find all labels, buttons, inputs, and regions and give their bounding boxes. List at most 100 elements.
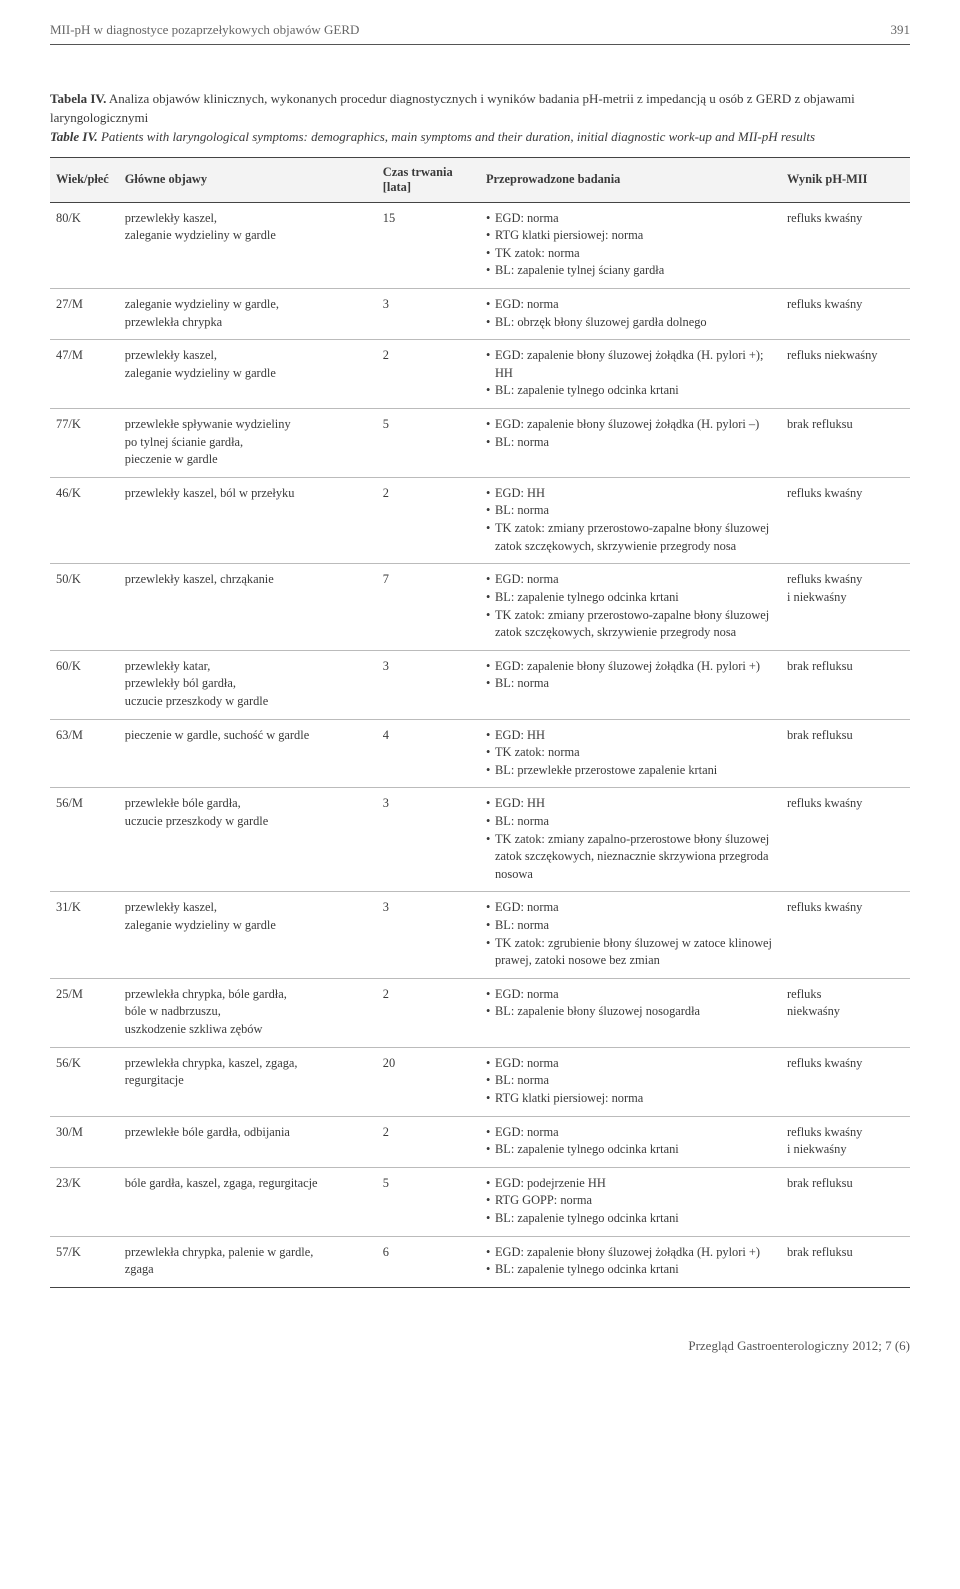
cell-exams: EGD: normaBL: normaTK zatok: zgrubienie … bbox=[480, 892, 781, 978]
exam-item: TK zatok: zmiany zapalno-przerostowe bło… bbox=[486, 831, 775, 884]
cell-duration: 3 bbox=[377, 892, 480, 978]
cell-exams: EGD: normaBL: normaRTG klatki piersiowej… bbox=[480, 1047, 781, 1116]
exam-item: TK zatok: norma bbox=[486, 744, 775, 762]
exam-item: BL: norma bbox=[486, 434, 775, 452]
cell-duration: 7 bbox=[377, 564, 480, 650]
cell-duration: 2 bbox=[377, 477, 480, 563]
cell-result: refluks kwaśny bbox=[781, 1047, 910, 1116]
exam-item: BL: zapalenie tylnego odcinka krtani bbox=[486, 1261, 775, 1279]
patients-table: Wiek/płeć Główne objawy Czas trwania [la… bbox=[50, 157, 910, 1288]
cell-age: 25/M bbox=[50, 978, 119, 1047]
caption-pl-label: Tabela IV. bbox=[50, 91, 106, 106]
cell-result: brak refluksu bbox=[781, 719, 910, 788]
exam-item: BL: zapalenie tylnej ściany gardła bbox=[486, 262, 775, 280]
cell-age: 31/K bbox=[50, 892, 119, 978]
caption-en-label: Table IV. bbox=[50, 129, 98, 144]
cell-exams: EGD: normaBL: obrzęk błony śluzowej gard… bbox=[480, 288, 781, 339]
cell-age: 57/K bbox=[50, 1236, 119, 1287]
exam-item: EGD: norma bbox=[486, 1055, 775, 1073]
header-rule bbox=[50, 44, 910, 45]
table-row: 56/Mprzewlekłe bóle gardła, uczucie prze… bbox=[50, 788, 910, 892]
exam-item: RTG klatki piersiowej: norma bbox=[486, 1090, 775, 1108]
cell-symptoms: przewlekła chrypka, kaszel, zgaga, regur… bbox=[119, 1047, 377, 1116]
cell-duration: 20 bbox=[377, 1047, 480, 1116]
exam-item: EGD: HH bbox=[486, 485, 775, 503]
exam-item: BL: zapalenie tylnego odcinka krtani bbox=[486, 589, 775, 607]
running-header-left: MII-pH w diagnostyce pozaprzełykowych ob… bbox=[50, 22, 359, 38]
cell-result: brak refluksu bbox=[781, 409, 910, 478]
exam-item: BL: przewlekłe przerostowe zapalenie krt… bbox=[486, 762, 775, 780]
table-row: 23/Kbóle gardła, kaszel, zgaga, regurgit… bbox=[50, 1167, 910, 1236]
exam-item: EGD: norma bbox=[486, 1124, 775, 1142]
cell-result: refluks niekwaśny bbox=[781, 340, 910, 409]
exam-item: EGD: norma bbox=[486, 210, 775, 228]
exam-item: BL: zapalenie tylnego odcinka krtani bbox=[486, 382, 775, 400]
exam-list: EGD: HHBL: normaTK zatok: zmiany zapalno… bbox=[486, 795, 775, 883]
table-header-row: Wiek/płeć Główne objawy Czas trwania [la… bbox=[50, 157, 910, 202]
cell-result: refluks kwaśny bbox=[781, 892, 910, 978]
exam-item: TK zatok: norma bbox=[486, 245, 775, 263]
exam-list: EGD: HHTK zatok: normaBL: przewlekłe prz… bbox=[486, 727, 775, 780]
table-row: 57/Kprzewlekła chrypka, palenie w gardle… bbox=[50, 1236, 910, 1287]
exam-item: EGD: norma bbox=[486, 986, 775, 1004]
cell-symptoms: bóle gardła, kaszel, zgaga, regurgitacje bbox=[119, 1167, 377, 1236]
cell-symptoms: przewlekła chrypka, palenie w gardle, zg… bbox=[119, 1236, 377, 1287]
cell-exams: EGD: HHBL: normaTK zatok: zmiany przeros… bbox=[480, 477, 781, 563]
exam-item: EGD: norma bbox=[486, 296, 775, 314]
cell-age: 50/K bbox=[50, 564, 119, 650]
table-row: 30/Mprzewlekłe bóle gardła, odbijania2EG… bbox=[50, 1116, 910, 1167]
cell-duration: 5 bbox=[377, 1167, 480, 1236]
table-row: 50/Kprzewlekły kaszel, chrząkanie7EGD: n… bbox=[50, 564, 910, 650]
cell-result: brak refluksu bbox=[781, 650, 910, 719]
exam-item: EGD: zapalenie błony śluzowej żołądka (H… bbox=[486, 416, 775, 434]
exam-list: EGD: normaBL: zapalenie tylnego odcinka … bbox=[486, 571, 775, 641]
cell-result: refluks niekwaśny bbox=[781, 978, 910, 1047]
table-row: 47/Mprzewlekły kaszel, zaleganie wydziel… bbox=[50, 340, 910, 409]
table-row: 27/Mzaleganie wydzieliny w gardle, przew… bbox=[50, 288, 910, 339]
exam-item: EGD: norma bbox=[486, 571, 775, 589]
cell-exams: EGD: zapalenie błony śluzowej żołądka (H… bbox=[480, 409, 781, 478]
cell-symptoms: przewlekły kaszel, chrząkanie bbox=[119, 564, 377, 650]
cell-result: refluks kwaśny bbox=[781, 477, 910, 563]
exam-list: EGD: HHBL: normaTK zatok: zmiany przeros… bbox=[486, 485, 775, 555]
exam-list: EGD: normaBL: zapalenie błony śluzowej n… bbox=[486, 986, 775, 1021]
cell-result: refluks kwaśny bbox=[781, 788, 910, 892]
cell-duration: 3 bbox=[377, 650, 480, 719]
cell-result: refluks kwaśny i niekwaśny bbox=[781, 564, 910, 650]
cell-exams: EGD: normaRTG klatki piersiowej: normaTK… bbox=[480, 202, 781, 288]
exam-item: EGD: HH bbox=[486, 727, 775, 745]
exam-item: BL: zapalenie tylnego odcinka krtani bbox=[486, 1141, 775, 1159]
cell-age: 60/K bbox=[50, 650, 119, 719]
cell-symptoms: przewlekła chrypka, bóle gardła, bóle w … bbox=[119, 978, 377, 1047]
cell-age: 47/M bbox=[50, 340, 119, 409]
cell-duration: 3 bbox=[377, 788, 480, 892]
cell-symptoms: przewlekłe bóle gardła, uczucie przeszko… bbox=[119, 788, 377, 892]
cell-age: 30/M bbox=[50, 1116, 119, 1167]
exam-item: BL: zapalenie tylnego odcinka krtani bbox=[486, 1210, 775, 1228]
cell-duration: 4 bbox=[377, 719, 480, 788]
exam-item: BL: norma bbox=[486, 813, 775, 831]
cell-symptoms: przewlekły kaszel, zaleganie wydzieliny … bbox=[119, 202, 377, 288]
caption-pl-text: Analiza objawów klinicznych, wykonanych … bbox=[50, 91, 855, 125]
caption-en-text: Patients with laryngological symptoms: d… bbox=[98, 129, 815, 144]
col-header-result: Wynik pH-MII bbox=[781, 157, 910, 202]
exam-item: BL: norma bbox=[486, 675, 775, 693]
table-row: 31/Kprzewlekły kaszel, zaleganie wydziel… bbox=[50, 892, 910, 978]
exam-item: EGD: zapalenie błony śluzowej żołądka (H… bbox=[486, 658, 775, 676]
exam-item: TK zatok: zmiany przerostowo-zapalne bło… bbox=[486, 520, 775, 555]
cell-age: 23/K bbox=[50, 1167, 119, 1236]
cell-exams: EGD: HHBL: normaTK zatok: zmiany zapalno… bbox=[480, 788, 781, 892]
exam-list: EGD: normaBL: zapalenie tylnego odcinka … bbox=[486, 1124, 775, 1159]
exam-item: TK zatok: zgrubienie błony śluzowej w za… bbox=[486, 935, 775, 970]
cell-symptoms: zaleganie wydzieliny w gardle, przewlekł… bbox=[119, 288, 377, 339]
col-header-age: Wiek/płeć bbox=[50, 157, 119, 202]
cell-duration: 5 bbox=[377, 409, 480, 478]
cell-duration: 2 bbox=[377, 978, 480, 1047]
cell-age: 56/K bbox=[50, 1047, 119, 1116]
exam-item: BL: obrzęk błony śluzowej gardła dolnego bbox=[486, 314, 775, 332]
cell-age: 46/K bbox=[50, 477, 119, 563]
exam-list: EGD: zapalenie błony śluzowej żołądka (H… bbox=[486, 1244, 775, 1279]
exam-list: EGD: podejrzenie HHRTG GOPP: normaBL: za… bbox=[486, 1175, 775, 1228]
cell-symptoms: przewlekły kaszel, ból w przełyku bbox=[119, 477, 377, 563]
cell-exams: EGD: zapalenie błony śluzowej żołądka (H… bbox=[480, 1236, 781, 1287]
